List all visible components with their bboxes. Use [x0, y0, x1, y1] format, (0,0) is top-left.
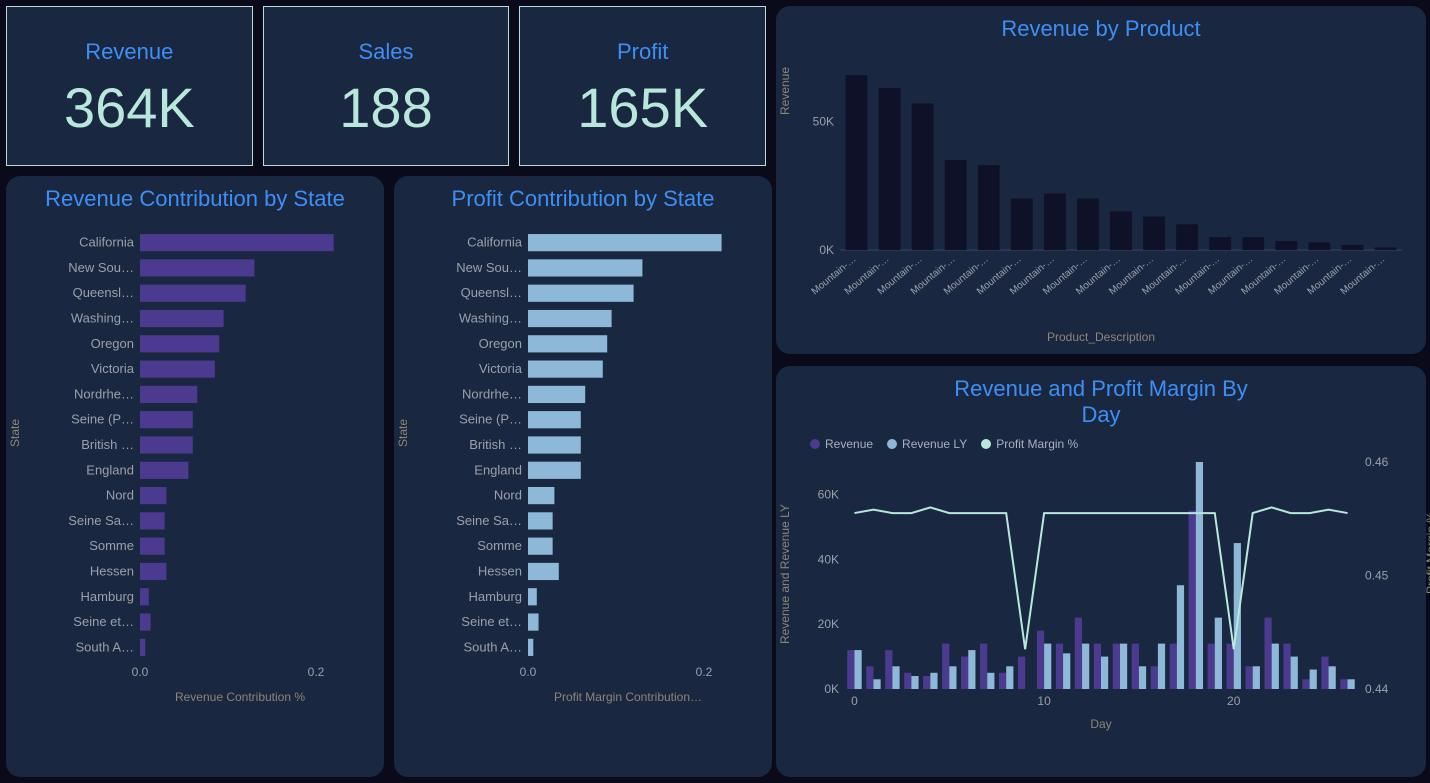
svg-text:Seine et…: Seine et…	[461, 614, 522, 629]
y-axis-title-right: Profit Margin %	[1424, 512, 1430, 594]
svg-text:British …: British …	[469, 437, 522, 452]
svg-text:England: England	[86, 463, 134, 478]
svg-text:California: California	[79, 235, 135, 250]
chart-title: Profit Contribution by State	[408, 186, 758, 212]
svg-text:Nord: Nord	[106, 488, 134, 503]
chart-title: Revenue by Product	[790, 16, 1412, 42]
kpi-card-revenue[interactable]: Revenue 364K	[6, 6, 253, 166]
legend-item-revenue: Revenue	[810, 437, 873, 451]
kpi-label: Sales	[358, 39, 413, 65]
kpi-value: 188	[339, 75, 432, 140]
svg-text:Washing…: Washing…	[459, 311, 522, 326]
y-axis-title-left: Revenue and Revenue LY	[778, 504, 792, 644]
svg-text:Seine et…: Seine et…	[73, 614, 134, 629]
svg-text:South A…: South A…	[75, 640, 134, 655]
svg-text:Nordrhe…: Nordrhe…	[74, 387, 134, 402]
svg-text:0.0: 0.0	[132, 665, 149, 679]
svg-text:New Sou…: New Sou…	[456, 260, 522, 275]
state-charts-row: Revenue Contribution by State State Cali…	[6, 176, 766, 777]
legend-item-revenue-ly: Revenue LY	[887, 437, 967, 451]
kpi-card-profit[interactable]: Profit 165K	[519, 6, 766, 166]
y-axis-title: State	[8, 418, 22, 446]
svg-text:0.44: 0.44	[1365, 682, 1389, 696]
svg-text:10: 10	[1037, 694, 1051, 708]
legend-item-profit-margin: Profit Margin %	[981, 437, 1078, 451]
svg-text:Queensl…: Queensl…	[461, 286, 522, 301]
profit-by-state-card[interactable]: Profit Contribution by State State Calif…	[394, 176, 772, 777]
revenue-by-state-card[interactable]: Revenue Contribution by State State Cali…	[6, 176, 384, 777]
svg-text:Nord: Nord	[494, 488, 522, 503]
combo-chart-card[interactable]: Revenue and Profit Margin ByDay Revenue …	[776, 366, 1426, 777]
svg-text:20K: 20K	[818, 617, 839, 631]
svg-text:40K: 40K	[818, 552, 839, 566]
svg-text:South A…: South A…	[463, 640, 522, 655]
svg-text:0.46: 0.46	[1365, 457, 1389, 469]
svg-text:Seine Sa…: Seine Sa…	[456, 513, 522, 528]
svg-text:Oregon: Oregon	[479, 336, 522, 351]
svg-text:0K: 0K	[819, 243, 834, 257]
revenue-by-state-chart: California New Sou… Queensl… Washing… Oregon…	[20, 220, 370, 690]
svg-text:England: England	[474, 463, 522, 478]
svg-text:Washing…: Washing…	[71, 311, 134, 326]
svg-text:20: 20	[1227, 694, 1241, 708]
kpi-row: Revenue 364K Sales 188 Profit 165K	[6, 6, 766, 166]
svg-text:Seine (P…: Seine (P…	[459, 412, 522, 427]
combo-legend: Revenue Revenue LY Profit Margin %	[810, 437, 1412, 451]
svg-text:Somme: Somme	[477, 539, 522, 554]
y-axis-title: State	[396, 418, 410, 446]
svg-text:0: 0	[851, 694, 858, 708]
svg-text:Hessen: Hessen	[90, 564, 134, 579]
x-axis-title: Revenue Contribution %	[110, 690, 370, 704]
svg-text:Victoria: Victoria	[479, 362, 523, 377]
svg-text:50K: 50K	[813, 115, 834, 129]
svg-text:Nordrhe…: Nordrhe…	[462, 387, 522, 402]
revenue-by-product-chart: 0K50KMountain-…Mountain-…Mountain-…Mount…	[790, 50, 1412, 330]
kpi-card-sales[interactable]: Sales 188	[263, 6, 510, 166]
svg-text:Hessen: Hessen	[478, 564, 522, 579]
svg-text:Hamburg: Hamburg	[469, 589, 522, 604]
svg-text:Hamburg: Hamburg	[81, 589, 134, 604]
kpi-label: Profit	[617, 39, 668, 65]
x-axis-title: Day	[790, 717, 1412, 731]
svg-text:Victoria: Victoria	[91, 362, 135, 377]
kpi-value: 165K	[577, 75, 708, 140]
svg-text:Seine (P…: Seine (P…	[71, 412, 134, 427]
x-axis-title: Profit Margin Contribution…	[498, 690, 758, 704]
profit-by-state-chart: California New Sou… Queensl… Washing… Oregon…	[408, 220, 758, 690]
y-axis-title: Revenue	[778, 67, 792, 115]
svg-text:California: California	[467, 235, 523, 250]
svg-text:0K: 0K	[824, 682, 839, 696]
svg-text:British …: British …	[81, 437, 134, 452]
x-axis-title: Product_Description	[790, 330, 1412, 344]
svg-text:0.45: 0.45	[1365, 568, 1389, 582]
svg-text:Somme: Somme	[89, 539, 134, 554]
svg-text:Queensl…: Queensl…	[73, 286, 134, 301]
svg-text:Seine Sa…: Seine Sa…	[68, 513, 134, 528]
kpi-label: Revenue	[85, 39, 173, 65]
right-column: Revenue by Product Revenue 0K50KMountain…	[776, 6, 1426, 777]
svg-text:Oregon: Oregon	[91, 336, 134, 351]
chart-title: Revenue and Profit Margin ByDay	[790, 376, 1412, 429]
revenue-by-product-card[interactable]: Revenue by Product Revenue 0K50KMountain…	[776, 6, 1426, 354]
svg-text:0.2: 0.2	[308, 665, 325, 679]
svg-text:60K: 60K	[818, 487, 839, 501]
kpi-value: 364K	[64, 75, 195, 140]
combo-chart: 0K 20K 40K 60K 0.44 0.45 0.46 0 10 20	[790, 457, 1412, 717]
chart-title: Revenue Contribution by State	[20, 186, 370, 212]
svg-text:0.0: 0.0	[520, 665, 537, 679]
svg-text:0.2: 0.2	[696, 665, 713, 679]
svg-text:New Sou…: New Sou…	[68, 260, 134, 275]
